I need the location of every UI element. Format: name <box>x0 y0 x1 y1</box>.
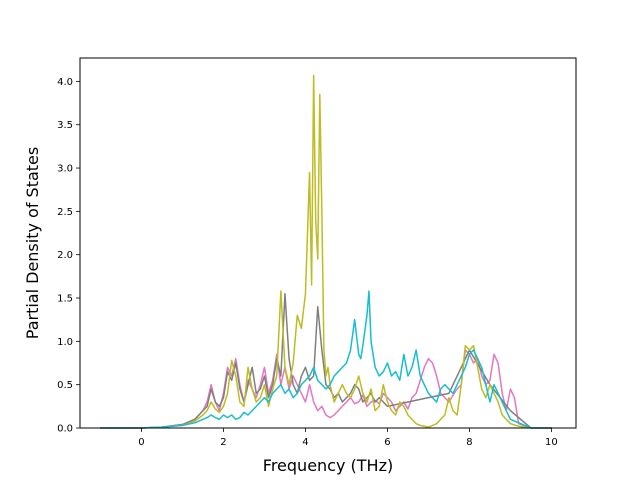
y-tick-label: 3.0 <box>57 164 73 175</box>
y-tick-label: 2.0 <box>57 250 73 261</box>
x-tick-label: 8 <box>466 437 472 448</box>
y-tick-label: 4.0 <box>57 77 73 88</box>
plot-frame <box>79 57 577 429</box>
x-axis-label: Frequency (THz) <box>263 456 393 475</box>
x-tick-label: 0 <box>138 437 144 448</box>
series-line-2 <box>99 74 553 429</box>
series-line-3 <box>99 290 553 429</box>
x-tick-label: 10 <box>545 437 558 448</box>
y-tick-label: 1.5 <box>57 294 73 305</box>
x-tick-label: 4 <box>302 437 308 448</box>
y-tick-label: 0.5 <box>57 380 73 391</box>
series-layer <box>99 74 553 429</box>
y-tick-label: 2.5 <box>57 207 73 218</box>
x-tick-label: 6 <box>384 437 390 448</box>
x-tick-label: 2 <box>220 437 226 448</box>
x-axis-ticks: 0 2 4 6 8 10 <box>138 428 558 448</box>
y-tick-label: 1.0 <box>57 337 73 348</box>
y-tick-label: 3.5 <box>57 120 73 131</box>
y-axis-ticks: 0.0 0.5 1.0 1.5 2.0 2.5 3.0 3.5 4.0 <box>57 77 80 435</box>
y-axis-label: Partial Density of States <box>23 147 42 339</box>
y-tick-label: 0.0 <box>57 424 73 435</box>
